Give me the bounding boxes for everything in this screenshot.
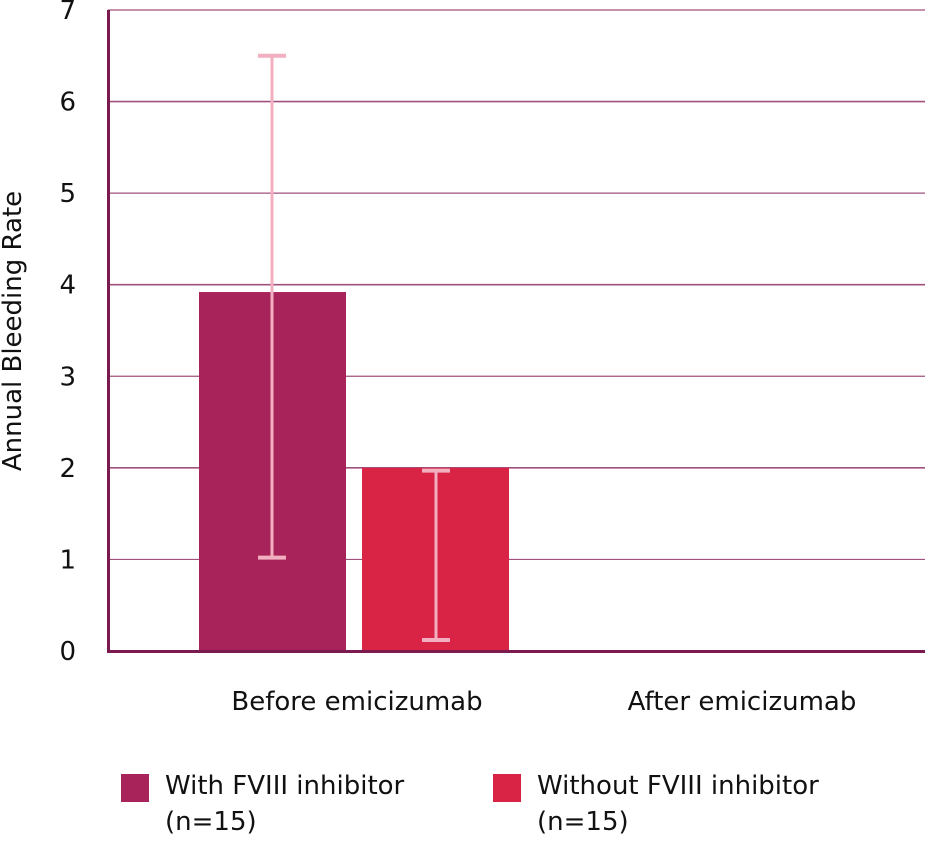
legend-swatch-without-inhibitor: [493, 774, 521, 802]
y-tick-label: 0: [59, 637, 76, 667]
y-axis-label: Annual Bleeding Rate: [0, 191, 28, 471]
y-tick-label: 2: [59, 454, 76, 484]
y-tick-label: 7: [59, 0, 76, 26]
legend-label-line2: (n=15): [165, 807, 257, 837]
bars: [199, 292, 509, 651]
legend-label-without-inhibitor: Without FVIII inhibitor (n=15): [537, 768, 819, 840]
legend-label-line1: Without FVIII inhibitor: [537, 771, 819, 801]
y-tick-label: 3: [59, 362, 76, 392]
legend-label-line1: With FVIII inhibitor: [165, 771, 405, 801]
y-tick-label: 6: [59, 88, 76, 118]
legend-item-without-inhibitor: Without FVIII inhibitor (n=15): [493, 768, 819, 840]
legend-label-line2: (n=15): [537, 807, 629, 837]
category-label-after: After emicizumab: [628, 687, 857, 717]
y-tick-label: 5: [59, 179, 76, 209]
legend-label-with-inhibitor: With FVIII inhibitor (n=15): [165, 768, 404, 840]
error-bars: [258, 53, 450, 643]
legend-swatch-with-inhibitor: [121, 774, 149, 802]
y-tick-label: 1: [59, 545, 76, 575]
category-label-before: Before emicizumab: [231, 687, 482, 717]
y-tick-label: 4: [59, 271, 76, 301]
y-axis-ticks: 0 1 2 3 4 5 6 7: [59, 0, 76, 667]
legend-item-with-inhibitor: With FVIII inhibitor (n=15): [121, 768, 404, 840]
